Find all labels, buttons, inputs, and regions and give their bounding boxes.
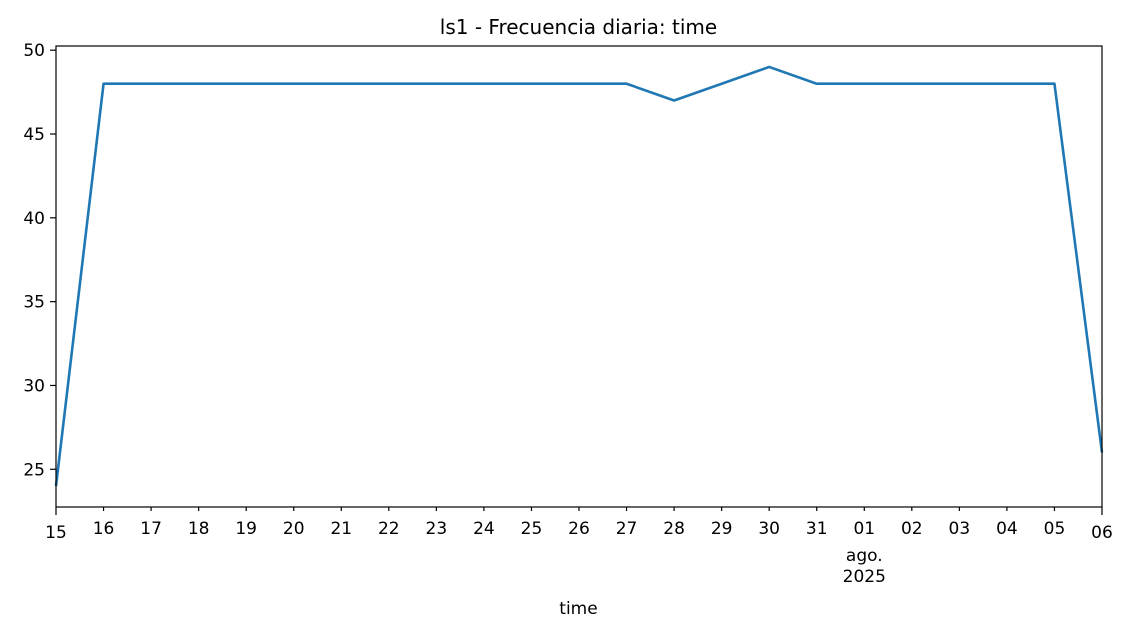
- x-tick-label: 24: [473, 519, 495, 539]
- x-tick-label: 16: [93, 519, 115, 539]
- y-tick-label: 30: [23, 376, 45, 396]
- x-tick-label: 29: [711, 519, 733, 539]
- plot-frame: [55, 45, 1103, 508]
- y-tick-label: 25: [23, 460, 45, 480]
- x-tick-label: 05: [1044, 519, 1066, 539]
- y-tick-label: 45: [23, 125, 45, 145]
- x-tick-label: 22: [378, 519, 400, 539]
- x-tick-label: 02: [901, 519, 923, 539]
- x-tick-label: 21: [330, 519, 352, 539]
- x-tick-label: 27: [616, 519, 638, 539]
- series-line: [54, 65, 1104, 487]
- x-tick-label: 20: [283, 519, 305, 539]
- x-tick-label: 01: [853, 519, 875, 539]
- plot-area: [54, 45, 1104, 508]
- x-tick-sublabel: ago.: [846, 546, 883, 566]
- x-tick-label: 17: [140, 519, 162, 539]
- x-tick-label: 03: [949, 519, 971, 539]
- x-tick-label: 31: [806, 519, 828, 539]
- x-tick-label: 06: [1091, 523, 1113, 543]
- x-tick-label: 23: [426, 519, 448, 539]
- y-tick-label: 40: [23, 209, 45, 229]
- x-tick-sublabel: 2025: [843, 567, 886, 587]
- x-axis-label: time: [559, 599, 597, 619]
- x-axis: 15 16 17 18 19 20 21 22 23 24 25 26 27 28 29 30 31 01 ago.…: [45, 507, 1113, 587]
- x-tick-label: 15: [45, 523, 67, 543]
- x-tick-label: 28: [663, 519, 685, 539]
- y-tick-label: 35: [23, 293, 45, 313]
- x-tick-label: 30: [758, 519, 780, 539]
- x-tick-label: 26: [568, 519, 590, 539]
- x-tick-label: 18: [188, 519, 210, 539]
- x-tick-label: 19: [235, 519, 257, 539]
- x-tick-label: 25: [521, 519, 543, 539]
- y-axis: 25 30 35 40 45 50: [23, 41, 56, 480]
- y-tick-label: 50: [23, 41, 45, 61]
- chart-title: ls1 - Frecuencia diaria: time: [440, 15, 717, 39]
- x-tick-label: 04: [996, 519, 1018, 539]
